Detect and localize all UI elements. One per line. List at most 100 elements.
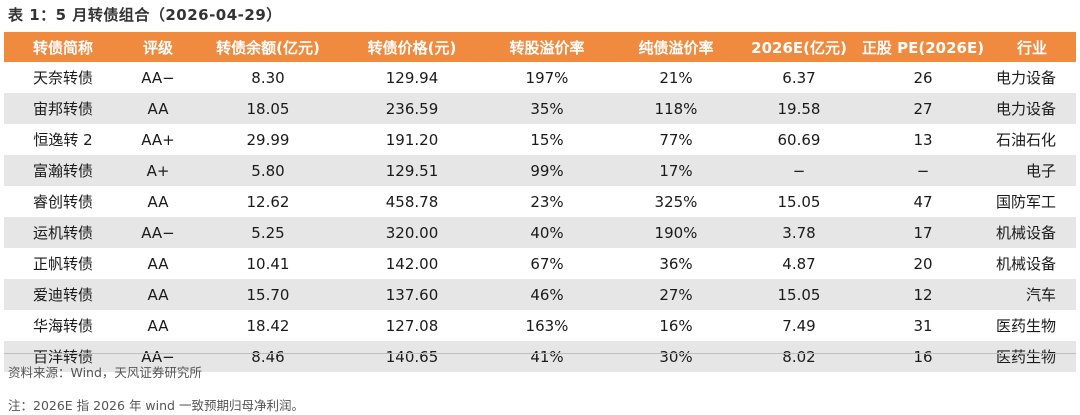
cell-2026e: 3.78 [740,217,858,248]
cell-balance: 15.70 [194,279,342,310]
cell-bond-premium: 30% [612,341,740,372]
cell-rating: AA [147,254,169,273]
cell-balance: 5.80 [194,155,342,186]
table-row: 百洋转债 AA− 8.46 140.65 41% 30% 8.02 16 医药生物 [4,341,1076,372]
cell-price: 140.65 [342,341,482,372]
cell-industry: 医药生物 [988,341,1076,372]
bond-portfolio-table: 转债简称 评级 转债余额(亿元) 转债价格(元) 转股溢价率 纯债溢价率 202… [4,32,1076,372]
table-body: 天奈转债 AA− 8.30 129.94 197% 21% 6.37 26 电力设备 宙邦转债 AA… [4,62,1076,372]
cell-rating: AA [122,279,194,310]
table-row: 富瀚转债 A+ 5.80 129.51 99% 17% − − 电子 [4,155,1076,186]
cell-industry: 电子 [988,155,1076,186]
cell-2026e: 19.58 [740,93,858,124]
table-row: 恒逸转 2 AA+ 29.99 191.20 15% 77% 60.69 13 石油石化 [4,124,1076,155]
cell-rating: A+ [122,155,194,186]
cell-conversion-premium: 67% [530,254,564,273]
cell-conversion-premium: 40% [482,217,612,248]
cell-industry: 机械设备 [988,217,1076,248]
cell-rating: AA [147,316,169,335]
cell-conversion-premium: 15% [530,130,564,149]
cell-2026e: 15.05 [777,192,821,211]
cell-industry: 机械设备 [995,255,1056,273]
header-bond-name: 转债简称 [4,32,122,62]
cell-2026e: 7.49 [782,316,816,335]
cell-price: 458.78 [385,192,439,211]
header-industry: 行业 [988,32,1076,62]
cell-pe: 12 [858,279,988,310]
table-row: 正帆转债 AA 10.41 142.00 67% 36% 4.87 20 机械设备 [4,248,1076,279]
cell-industry: 电力设备 [988,93,1076,124]
header-price: 转债价格(元) [342,32,482,62]
table-row: 宙邦转债 AA 18.05 236.59 35% 118% 19.58 27 电力设备 [4,93,1076,124]
cell-balance: 18.05 [194,93,342,124]
cell-conversion-premium: 197% [525,68,569,87]
cell-conversion-premium: 41% [482,341,612,372]
cell-2026e: 6.37 [782,68,816,87]
cell-bond-name: 恒逸转 2 [33,131,93,149]
cell-pe: 13 [913,130,933,149]
cell-price: 236.59 [342,93,482,124]
cell-bond-premium: 27% [612,279,740,310]
cell-rating: AA [122,93,194,124]
note-text: 注：2026E 指 2026 年 wind 一致预期归母净利润。 [8,398,304,413]
header-conversion-premium: 转股溢价率 [482,32,612,62]
header-bond-premium: 纯债溢价率 [612,32,740,62]
footer-divider [4,353,1076,354]
cell-conversion-premium: 35% [482,93,612,124]
cell-rating: AA− [122,341,194,372]
cell-bond-premium: 118% [612,93,740,124]
table-row: 睿创转债 AA 12.62 458.78 23% 325% 15.05 47 国防军工 [4,186,1076,217]
cell-balance: 12.62 [246,192,290,211]
source-text: 资料来源：Wind，天风证券研究所 [8,365,202,380]
cell-balance: 5.25 [194,217,342,248]
cell-balance: 10.41 [246,254,290,273]
table-header-row: 转债简称 评级 转债余额(亿元) 转债价格(元) 转股溢价率 纯债溢价率 202… [4,32,1076,62]
cell-bond-name: 运机转债 [4,217,122,248]
header-balance: 转债余额(亿元) [194,32,342,62]
cell-2026e: 15.05 [740,279,858,310]
cell-balance: 29.99 [246,130,290,149]
table-row: 华海转债 AA 18.42 127.08 163% 16% 7.49 31 医药生物 [4,310,1076,341]
cell-rating: AA+ [141,130,175,149]
cell-bond-premium: 325% [654,192,698,211]
cell-industry: 国防军工 [995,193,1056,211]
cell-bond-premium: 36% [659,254,693,273]
cell-rating: AA− [141,68,175,87]
cell-price: 127.08 [385,316,439,335]
cell-balance: 8.46 [194,341,342,372]
cell-industry: 医药生物 [995,317,1056,335]
cell-pe: 27 [858,93,988,124]
cell-bond-name: 正帆转债 [32,255,93,273]
cell-bond-name: 华海转债 [32,317,93,335]
cell-bond-name: 百洋转债 [4,341,122,372]
cell-conversion-premium: 23% [530,192,564,211]
cell-pe: 20 [913,254,933,273]
cell-2026e: 4.87 [782,254,816,273]
cell-bond-name: 睿创转债 [32,193,93,211]
cell-bond-name: 宙邦转债 [4,93,122,124]
cell-pe: 31 [913,316,933,335]
table-title: 表 1：5 月转债组合（2026-04-29） [8,6,282,24]
cell-price: 142.00 [385,254,439,273]
cell-pe: − [858,155,988,186]
cell-industry: 电力设备 [995,69,1056,87]
cell-2026e: 60.69 [777,130,821,149]
header-pe: 正股 PE(2026E) [858,32,988,62]
cell-bond-premium: 16% [659,316,693,335]
cell-bond-name: 天奈转债 [32,69,93,87]
table-row: 天奈转债 AA− 8.30 129.94 197% 21% 6.37 26 电力设备 [4,62,1076,93]
cell-pe: 47 [913,192,933,211]
table-row: 运机转债 AA− 5.25 320.00 40% 190% 3.78 17 机械设备 [4,217,1076,248]
cell-pe: 26 [913,68,933,87]
cell-balance: 8.30 [251,68,285,87]
cell-pe: 16 [858,341,988,372]
cell-conversion-premium: 163% [525,316,569,335]
cell-bond-premium: 17% [612,155,740,186]
cell-bond-premium: 190% [612,217,740,248]
header-2026e: 2026E(亿元) [740,32,858,62]
cell-bond-premium: 77% [659,130,693,149]
cell-price: 129.51 [342,155,482,186]
table-row: 爱迪转债 AA 15.70 137.60 46% 27% 15.05 12 汽车 [4,279,1076,310]
cell-rating: AA− [122,217,194,248]
cell-2026e: − [740,155,858,186]
